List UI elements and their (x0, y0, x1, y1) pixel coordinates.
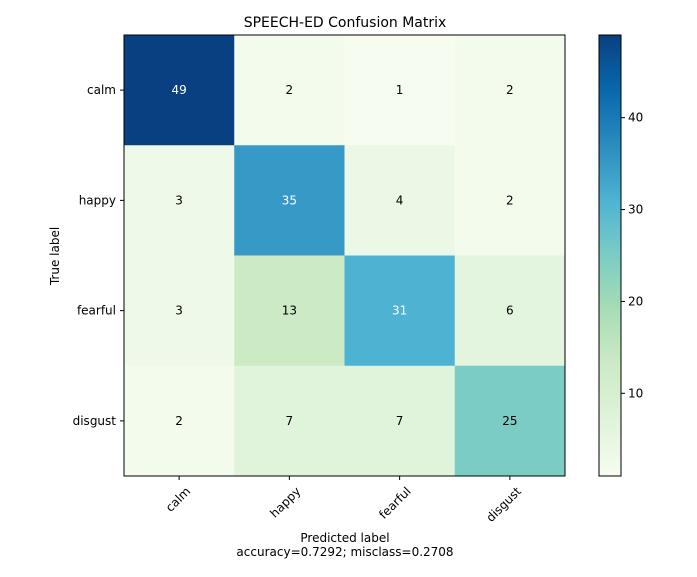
x-tick-label: happy (267, 484, 303, 520)
x-tick-label: fearful (376, 484, 414, 522)
y-tick-label: fearful (77, 304, 116, 318)
heatmap-cell (454, 365, 566, 477)
y-axis-label: True label (48, 227, 62, 286)
cell-value-label: 3 (175, 193, 183, 207)
colorbar-tick-label: 10 (628, 386, 643, 400)
cell-value-label: 49 (171, 83, 186, 97)
cell-value-label: 25 (502, 414, 517, 428)
x-axis-sublabel: accuracy=0.7292; misclass=0.2708 (236, 545, 453, 559)
x-tick-label: calm (163, 484, 193, 514)
colorbar-tick-label: 30 (628, 203, 643, 217)
cell-value-label: 2 (286, 83, 294, 97)
x-tick-label: disgust (483, 484, 524, 525)
cell-value-label: 7 (396, 414, 404, 428)
heatmap-cell (344, 255, 456, 367)
cell-value-label: 2 (506, 193, 514, 207)
colorbar-ticks: 10 20 30 40 (621, 111, 643, 400)
cell-value-label: 7 (286, 414, 294, 428)
heatmap-cell (344, 145, 456, 256)
heatmap-cell (454, 255, 566, 367)
x-tick-labels: calm happy fearful disgust (163, 476, 524, 525)
plot-frame (123, 34, 566, 477)
cell-value-label: 31 (392, 304, 407, 318)
cell-value-label: 4 (396, 193, 404, 207)
heatmap-cell (344, 365, 456, 477)
colorbar-tick-label: 20 (628, 294, 643, 308)
heatmap-cell (234, 35, 345, 146)
heatmap-cell (124, 145, 235, 256)
heatmap-cell (454, 145, 566, 256)
heatmap-cells (124, 35, 566, 477)
heatmap-cell (124, 35, 235, 146)
heatmap-cell (344, 35, 456, 146)
heatmap-cell (124, 255, 235, 367)
heatmap-cell (234, 145, 345, 256)
colorbar (598, 34, 622, 477)
y-tick-label: disgust (73, 414, 117, 428)
cell-value-label: 3 (175, 304, 183, 318)
y-tick-label: calm (87, 83, 116, 97)
x-axis-label: Predicted label (300, 531, 389, 545)
cell-value-label: 35 (282, 193, 297, 207)
heatmap-cell (124, 365, 235, 477)
cell-value-label: 13 (282, 304, 297, 318)
cell-value-label: 2 (506, 83, 514, 97)
heatmap-cell (234, 255, 345, 367)
heatmap-cell (234, 365, 345, 477)
y-tick-label: happy (79, 193, 116, 207)
cell-value-label: 2 (175, 414, 183, 428)
heatmap-cell (454, 35, 566, 146)
chart-title: SPEECH-ED Confusion Matrix (244, 15, 447, 31)
heatmap-cell-labels: 49 2 1 2 3 35 4 2 3 13 31 6 2 7 7 25 (171, 83, 517, 428)
cell-value-label: 1 (396, 83, 404, 97)
cell-value-label: 6 (506, 304, 514, 318)
colorbar-tick-label: 40 (628, 111, 643, 125)
y-tick-labels: calm happy fearful disgust (73, 83, 124, 428)
